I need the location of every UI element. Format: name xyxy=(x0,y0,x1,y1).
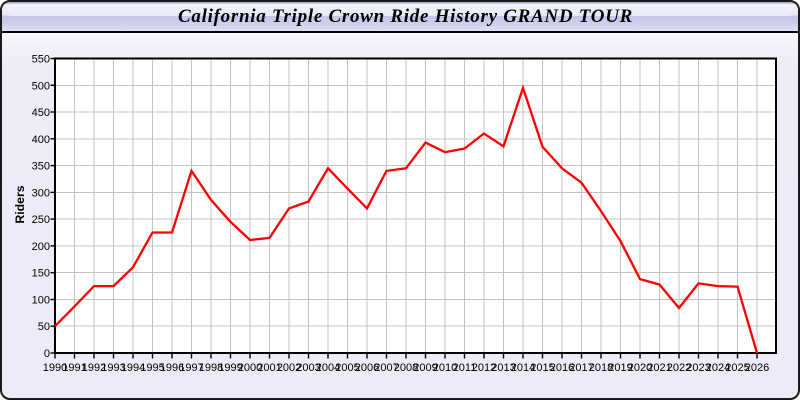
svg-text:1998: 1998 xyxy=(199,362,223,374)
svg-text:1996: 1996 xyxy=(160,362,184,374)
svg-text:2018: 2018 xyxy=(589,362,613,374)
svg-text:1994: 1994 xyxy=(121,362,145,374)
svg-text:1991: 1991 xyxy=(62,362,86,374)
svg-text:2009: 2009 xyxy=(413,362,437,374)
svg-text:2021: 2021 xyxy=(647,362,671,374)
svg-text:2011: 2011 xyxy=(453,362,477,374)
svg-text:2013: 2013 xyxy=(491,362,515,374)
svg-text:2007: 2007 xyxy=(374,362,398,374)
svg-text:50: 50 xyxy=(38,321,50,333)
svg-text:2008: 2008 xyxy=(394,362,418,374)
svg-text:1992: 1992 xyxy=(82,362,106,374)
svg-text:400: 400 xyxy=(32,134,50,146)
svg-text:2014: 2014 xyxy=(511,362,535,374)
svg-text:2001: 2001 xyxy=(257,362,281,374)
svg-text:1999: 1999 xyxy=(218,362,242,374)
svg-text:1997: 1997 xyxy=(179,362,203,374)
svg-text:150: 150 xyxy=(32,268,50,280)
svg-text:2025: 2025 xyxy=(725,362,749,374)
svg-text:2015: 2015 xyxy=(530,362,554,374)
svg-text:2006: 2006 xyxy=(355,362,379,374)
svg-text:1993: 1993 xyxy=(101,362,125,374)
svg-text:2020: 2020 xyxy=(628,362,652,374)
svg-text:2004: 2004 xyxy=(316,362,340,374)
svg-text:300: 300 xyxy=(32,187,50,199)
svg-text:350: 350 xyxy=(32,161,50,173)
svg-text:2002: 2002 xyxy=(277,362,301,374)
svg-text:2012: 2012 xyxy=(472,362,496,374)
svg-text:2024: 2024 xyxy=(706,362,730,374)
svg-text:2000: 2000 xyxy=(238,362,262,374)
svg-text:100: 100 xyxy=(32,295,50,307)
svg-text:250: 250 xyxy=(32,214,50,226)
svg-text:1995: 1995 xyxy=(140,362,164,374)
svg-text:500: 500 xyxy=(32,80,50,92)
svg-text:2003: 2003 xyxy=(296,362,320,374)
svg-text:2019: 2019 xyxy=(608,362,632,374)
svg-text:Riders: Riders xyxy=(13,185,27,223)
svg-text:550: 550 xyxy=(32,54,50,66)
svg-text:2026: 2026 xyxy=(745,362,769,374)
svg-text:2022: 2022 xyxy=(667,362,691,374)
svg-text:2023: 2023 xyxy=(686,362,710,374)
svg-text:200: 200 xyxy=(32,241,50,253)
svg-text:2010: 2010 xyxy=(433,362,457,374)
svg-text:1990: 1990 xyxy=(43,362,67,374)
svg-text:2005: 2005 xyxy=(335,362,359,374)
svg-text:2016: 2016 xyxy=(550,362,574,374)
svg-text:2017: 2017 xyxy=(569,362,593,374)
svg-text:0: 0 xyxy=(44,348,50,360)
svg-text:450: 450 xyxy=(32,107,50,119)
